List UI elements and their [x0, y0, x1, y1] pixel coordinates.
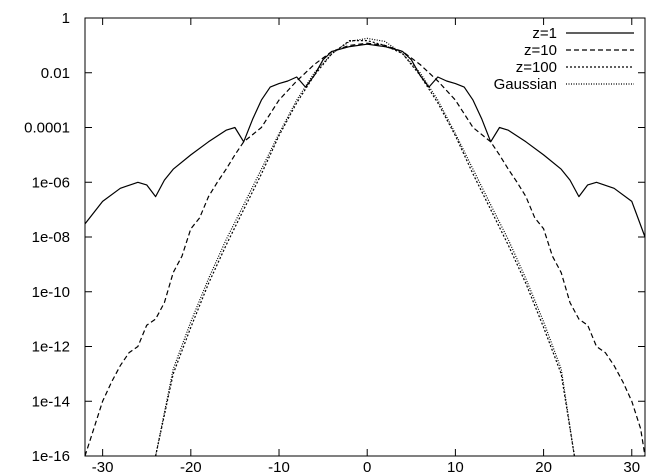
- x-axis: -30 -20 -10 0 10 20 30: [92, 18, 640, 476]
- y-tick-label: 1e-14: [32, 393, 70, 410]
- y-tick-label: 1e-06: [32, 174, 70, 191]
- x-tick-label: 10: [447, 459, 464, 476]
- legend-label: z=10: [524, 42, 557, 59]
- plot-frame: [85, 18, 645, 456]
- x-tick-label: 30: [623, 459, 640, 476]
- x-tick-label: 20: [535, 459, 552, 476]
- y-tick-label: 1e-08: [32, 229, 70, 246]
- y-tick-label: 0.0001: [24, 120, 70, 137]
- y-tick-label: 1: [62, 10, 70, 27]
- x-tick-label: 0: [363, 459, 371, 476]
- series-line-gaussian: [156, 38, 575, 456]
- x-tick-label: -30: [92, 459, 114, 476]
- series-line-z-100: [156, 41, 575, 456]
- y-tick-label: 1e-16: [32, 448, 70, 465]
- series-lines: [85, 38, 645, 456]
- plot-axes: [85, 18, 645, 456]
- x-tick-label: -10: [268, 459, 290, 476]
- legend-label: z=100: [516, 59, 557, 76]
- series-line-z-1: [85, 44, 645, 237]
- x-tick-label: -20: [180, 459, 202, 476]
- legend-label: z=1: [532, 25, 557, 42]
- series-line-z-10: [85, 43, 645, 456]
- y-tick-label: 1e-10: [32, 284, 70, 301]
- y-tick-label: 0.01: [41, 65, 70, 82]
- y-tick-label: 1e-12: [32, 339, 70, 356]
- legend-label: Gaussian: [494, 76, 557, 93]
